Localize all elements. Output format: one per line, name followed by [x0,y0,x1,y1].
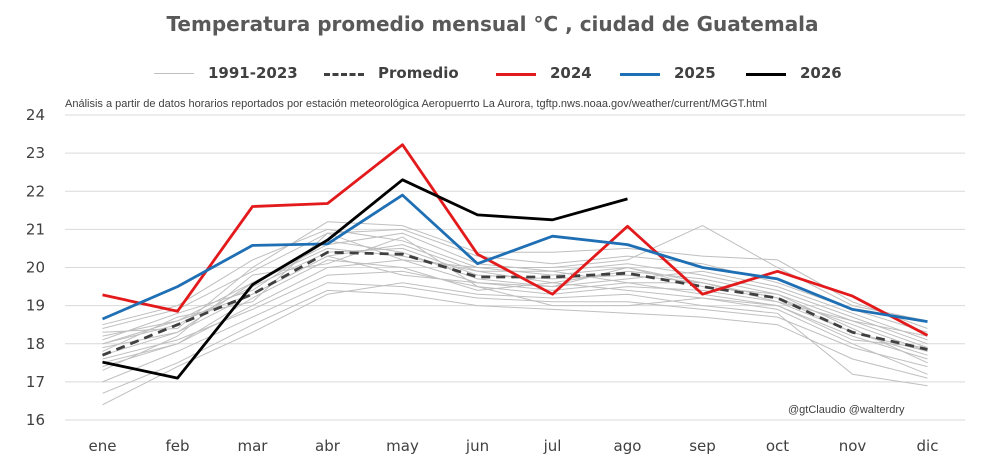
legend-swatch-promedio [324,73,364,76]
historical-year-line [102,282,928,383]
y-tick-label: 17 [26,373,45,391]
x-tick-label: mar [238,437,269,455]
y-tick-label: 23 [26,144,45,162]
y-tick-label: 16 [26,411,45,429]
historical-lines [102,221,928,406]
legend-label-historical: 1991-2023 [208,64,298,82]
y-tick-label: 22 [26,182,45,200]
x-axis-ticks: ene feb mar abr may jun jul ago sep oct nov dic [89,437,939,455]
legend-swatch-historical [154,73,194,74]
x-tick-label: ene [89,437,117,455]
x-tick-label: oct [766,437,789,455]
historical-year-line [102,247,928,356]
series-line-2024 [102,143,929,337]
y-tick-label: 20 [26,259,45,277]
x-tick-label: jun [465,437,489,455]
chart-title: Temperatura promedio mensual °C , ciudad… [166,12,819,36]
y-tick-label: 19 [26,297,45,315]
source-note: Análisis a partir de datos horarios repo… [65,98,767,110]
historical-year-line [102,259,928,375]
y-tick-label: 24 [26,106,45,124]
legend-label-promedio: Promedio [378,64,459,82]
legend-swatch-2024 [496,73,536,76]
y-tick-label: 18 [26,335,45,353]
y-axis-ticks: 16 17 18 19 20 21 22 23 24 [26,106,45,429]
x-tick-label: abr [315,437,341,455]
x-tick-label: nov [839,437,867,455]
legend-swatch-2026 [746,73,786,76]
legend: 1991-2023 Promedio 2024 2025 2026 [0,62,985,86]
x-tick-label: feb [165,437,189,455]
historical-year-line [102,221,928,333]
historical-year-line [102,225,928,326]
x-tick-label: jul [543,437,562,455]
legend-swatch-2025 [620,73,660,76]
historical-year-line [102,270,928,360]
x-tick-label: may [386,437,419,455]
x-tick-label: dic [917,437,939,455]
highlight-series [101,143,929,380]
series-line-2026 [102,178,628,380]
legend-label-2024: 2024 [550,64,592,82]
legend-label-2025: 2025 [674,64,716,82]
series-line-2025 [101,193,928,323]
series-line-promedio [101,250,928,357]
legend-label-2026: 2026 [800,64,842,82]
historical-year-line [102,289,928,394]
x-tick-label: ago [614,437,642,455]
y-tick-label: 21 [26,220,45,238]
credit-text: @gtClaudio @walterdry [788,404,905,416]
historical-year-line [102,240,928,341]
x-tick-label: sep [689,437,716,455]
historical-year-line [102,236,928,371]
